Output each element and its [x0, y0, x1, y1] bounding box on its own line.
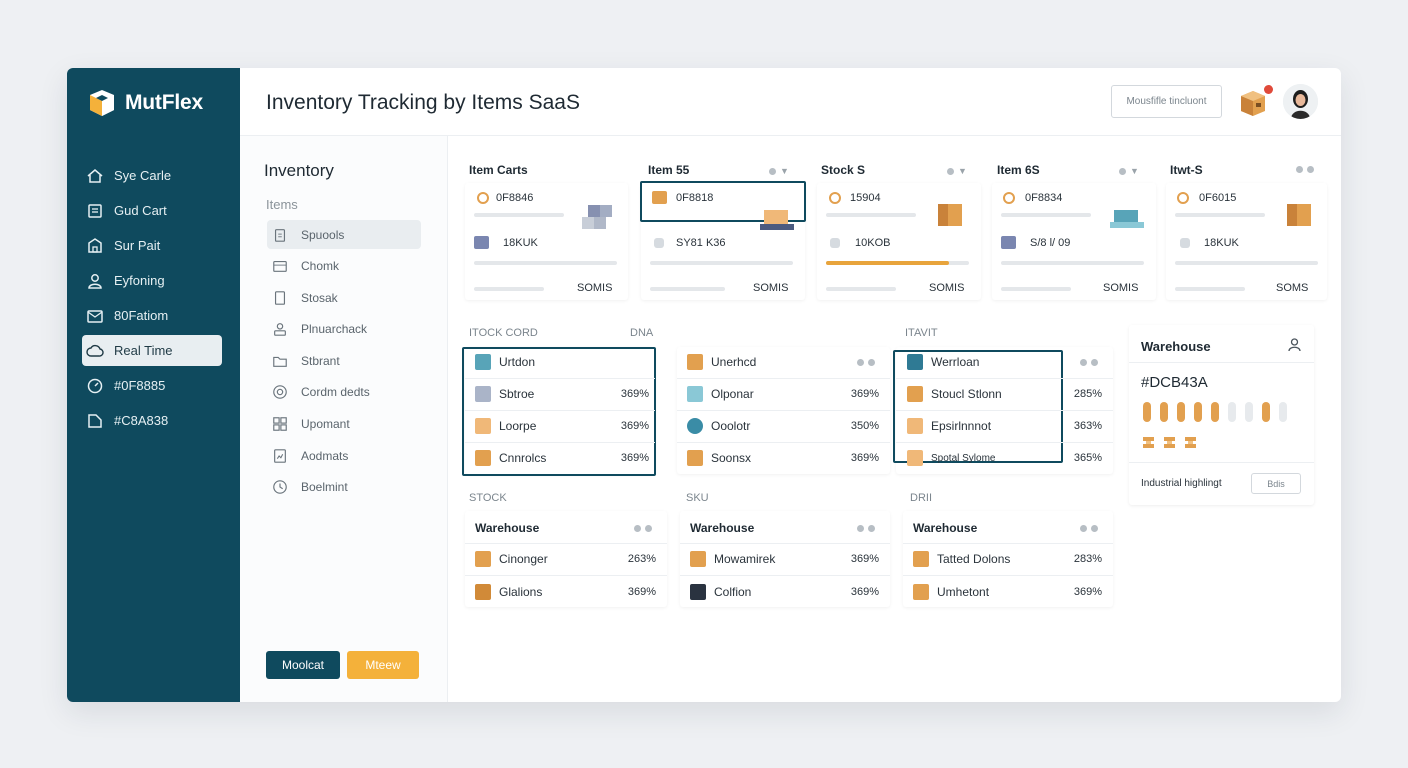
inventory-item-label: Chomk	[301, 259, 340, 274]
sidebar-item-label: 80Fatiom	[114, 308, 169, 323]
grid-icon	[271, 415, 289, 433]
inventory-item-label: Upomant	[301, 417, 350, 432]
building-icon	[86, 237, 104, 255]
sidebar-item-label: Eyfoning	[114, 273, 165, 288]
moolcat-button[interactable]: Moolcat	[266, 651, 340, 679]
sidebar-nav: Sye Carle Gud Cart Sur Pait Eyfoning 80F…	[82, 160, 222, 440]
sidebar-item-80fatiom[interactable]: 80Fatiom	[82, 300, 222, 331]
document-icon	[86, 202, 104, 220]
search-input[interactable]: Mousfifle tincluont	[1111, 85, 1222, 118]
inventory-item-cordm-dedts[interactable]: Cordm dedts	[267, 378, 421, 407]
inventory-item-stbrant[interactable]: Stbrant	[267, 346, 421, 375]
inventory-item-plnuarchack[interactable]: Plnuarchack	[267, 315, 421, 344]
inventory-item-boelmint[interactable]: Boelmint	[267, 473, 421, 502]
avatar[interactable]	[1283, 84, 1318, 119]
inventory-item-label: Stosak	[301, 290, 338, 305]
notification-badge	[1264, 85, 1273, 94]
inventory-item-label: Cordm dedts	[301, 385, 370, 400]
inventory-item-aodmats[interactable]: Aodmats	[267, 441, 421, 470]
sidebar-item-0f8885[interactable]: #0F8885	[82, 370, 222, 401]
bookmark-icon	[86, 412, 104, 430]
target-icon	[271, 383, 289, 401]
inventory-title: Inventory	[264, 161, 334, 180]
sidebar-item-label: #C8A838	[114, 413, 169, 428]
inventory-item-upomant[interactable]: Upomant	[267, 410, 421, 439]
page-title: Inventory Tracking by Items SaaS	[266, 91, 580, 114]
inventory-list: Spuools Chomk Stosak Plnuarchack Stbrant…	[267, 220, 421, 504]
calendar-icon	[271, 257, 289, 275]
cloud-icon	[86, 342, 104, 360]
folder-icon	[271, 352, 289, 370]
sidebar-item-label: Real Time	[114, 343, 173, 358]
brand[interactable]: MutFlex	[87, 88, 203, 118]
sidebar-item-cart[interactable]: Gud Cart	[82, 195, 222, 226]
report-icon	[271, 447, 289, 465]
gauge-icon	[86, 377, 104, 395]
app-window: MutFlex Sye Carle Gud Cart Sur Pait Eyfo…	[67, 68, 1341, 702]
mail-icon	[86, 307, 104, 325]
inventory-subtitle: Items	[266, 197, 298, 212]
inventory-item-stosak[interactable]: Stosak	[267, 283, 421, 312]
inventory-item-label: Aodmats	[301, 448, 349, 463]
brand-name: MutFlex	[125, 91, 203, 114]
inventory-item-label: Spuools	[301, 227, 345, 242]
sidebar-item-label: Sur Pait	[114, 238, 161, 253]
sidebar: MutFlex Sye Carle Gud Cart Sur Pait Eyfo…	[67, 68, 240, 702]
package-icon[interactable]	[1237, 86, 1269, 118]
clipboard-icon	[271, 226, 289, 244]
sidebar-item-home[interactable]: Sye Carle	[82, 160, 222, 191]
inventory-item-label: Boelmint	[301, 480, 348, 495]
person-icon	[271, 320, 289, 338]
sidebar-item-label: #0F8885	[114, 378, 166, 393]
sidebar-item-eyfoning[interactable]: Eyfoning	[82, 265, 222, 296]
sidebar-item-label: Gud Cart	[114, 203, 167, 218]
sidebar-item-label: Sye Carle	[114, 168, 172, 183]
inventory-item-label: Stbrant	[301, 353, 340, 368]
clock-icon	[271, 478, 289, 496]
inventory-panel: Inventory Items Spuools Chomk Stosak Pln…	[240, 136, 448, 702]
inventory-item-spuools[interactable]: Spuools	[267, 220, 421, 249]
top-header: Inventory Tracking by Items SaaS Mousfif…	[240, 68, 1341, 136]
user-icon	[86, 272, 104, 290]
logo-icon	[90, 90, 114, 116]
home-icon	[86, 167, 104, 185]
sidebar-item-sur-pait[interactable]: Sur Pait	[82, 230, 222, 261]
mteew-button[interactable]: Mteew	[347, 651, 419, 679]
file-icon	[271, 289, 289, 307]
inventory-item-chomk[interactable]: Chomk	[267, 252, 421, 281]
sidebar-item-real-time[interactable]: Real Time	[82, 335, 222, 366]
inventory-item-label: Plnuarchack	[301, 322, 368, 337]
sidebar-item-c8a838[interactable]: #C8A838	[82, 405, 222, 436]
